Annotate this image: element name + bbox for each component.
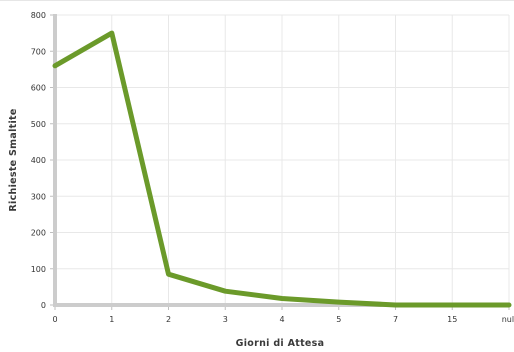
x-tick-label: 4 xyxy=(279,315,284,324)
y-tick-label: 400 xyxy=(31,156,46,165)
y-tick-label: 0 xyxy=(41,301,46,310)
x-tick-label: 0 xyxy=(52,315,57,324)
x-tick-label: 5 xyxy=(336,315,341,324)
y-tick-label: 500 xyxy=(31,120,46,129)
y-tick-label: 200 xyxy=(31,229,46,238)
x-axis-title: Giorni di Attesa xyxy=(236,338,325,349)
series-line xyxy=(52,30,512,308)
x-tick-labels: 0 1 2 3 4 5 7 15 null xyxy=(52,315,514,324)
y-tick-label: 600 xyxy=(31,84,46,93)
top-border xyxy=(0,0,514,1)
x-tick-label: 3 xyxy=(223,315,228,324)
x-tick-label: 7 xyxy=(393,315,398,324)
x-tick-label: 1 xyxy=(109,315,114,324)
x-tick-label: 2 xyxy=(166,315,171,324)
grid-lines xyxy=(55,14,510,305)
series-layer xyxy=(52,30,512,308)
y-tick-label: 800 xyxy=(31,11,46,20)
y-tick-label: 100 xyxy=(31,265,46,274)
y-tick-labels: 0 100 200 300 400 500 600 700 800 xyxy=(31,11,46,310)
y-tick-label: 700 xyxy=(31,47,46,56)
x-tick-label: null xyxy=(502,315,514,324)
y-tick-label: 300 xyxy=(31,192,46,201)
y-axis-title: Richieste Smaltite xyxy=(8,108,19,211)
x-tick-label: 15 xyxy=(447,315,457,324)
